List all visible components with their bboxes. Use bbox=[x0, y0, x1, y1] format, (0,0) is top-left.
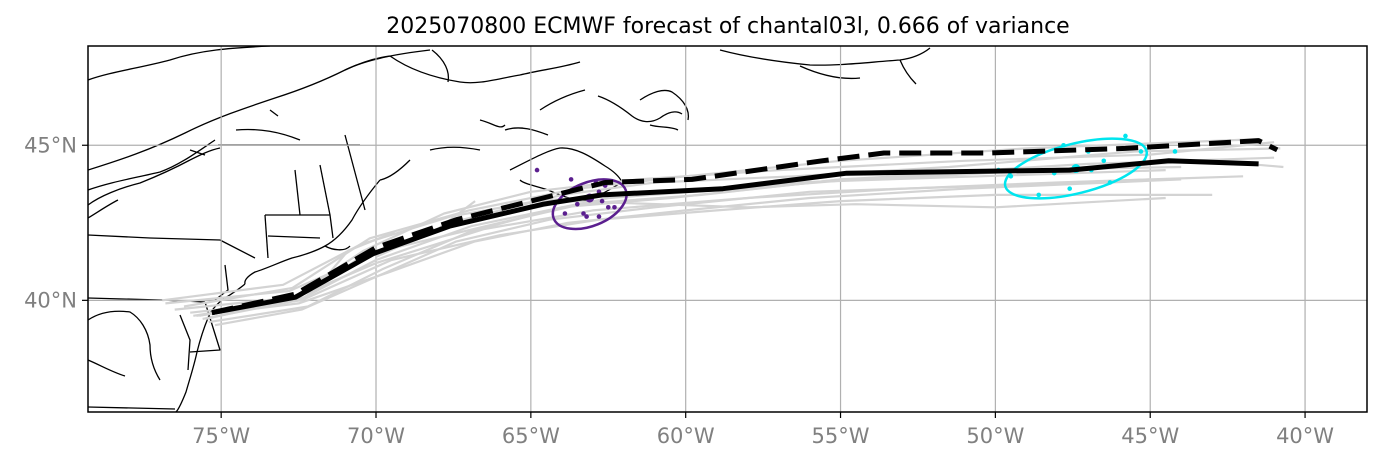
mean-tracks bbox=[211, 138, 1279, 316]
axis-ticks: 75°W 70°W 65°W 60°W 55°W 50°W 45°W 40°W 40°N 45°N bbox=[24, 133, 1334, 448]
late-position-point bbox=[1061, 142, 1066, 148]
mean-track-dashed bbox=[211, 138, 1279, 316]
y-tick-label: 45°N bbox=[24, 133, 77, 157]
map-title: 2025070800 ECMWF forecast of chantal03l,… bbox=[386, 14, 1069, 39]
x-tick-label: 45°W bbox=[1121, 424, 1179, 448]
ensemble-track bbox=[196, 178, 1182, 317]
late-position-ellipse bbox=[1003, 137, 1149, 200]
early-position-point bbox=[599, 198, 605, 204]
late-position-point bbox=[1101, 158, 1107, 164]
late-position-point bbox=[1123, 133, 1128, 139]
early-position-point bbox=[534, 167, 540, 173]
late-position-point bbox=[1067, 186, 1073, 191]
early-position-point bbox=[581, 211, 586, 216]
x-tick-label: 75°W bbox=[192, 424, 250, 448]
x-tick-label: 50°W bbox=[966, 424, 1024, 448]
ensemble-track bbox=[165, 156, 1275, 305]
late-position-point bbox=[1036, 192, 1042, 198]
early-position-ellipse bbox=[551, 178, 628, 231]
late-position-point bbox=[1107, 180, 1113, 185]
early-position-point bbox=[596, 214, 602, 219]
late-position-point bbox=[1172, 149, 1178, 154]
early-position-point bbox=[612, 204, 617, 210]
ensemble-track bbox=[214, 178, 1151, 327]
y-tick-label: 40°N bbox=[24, 288, 77, 312]
late-position-point bbox=[1138, 149, 1144, 154]
map-frame bbox=[87, 45, 1368, 413]
x-tick-label: 65°W bbox=[502, 424, 560, 448]
x-tick-label: 70°W bbox=[347, 424, 405, 448]
early-position-point bbox=[584, 214, 589, 219]
x-tick-label: 40°W bbox=[1276, 424, 1334, 448]
mean-track-solid bbox=[211, 158, 1259, 316]
early-position-point bbox=[562, 211, 568, 216]
early-position-point bbox=[605, 204, 611, 210]
map-background bbox=[88, 46, 1367, 412]
x-tick-label: 55°W bbox=[812, 424, 870, 448]
early-position-point bbox=[575, 201, 580, 207]
early-position-point bbox=[568, 177, 574, 182]
late-position-point bbox=[1008, 173, 1014, 179]
x-tick-label: 60°W bbox=[657, 424, 715, 448]
